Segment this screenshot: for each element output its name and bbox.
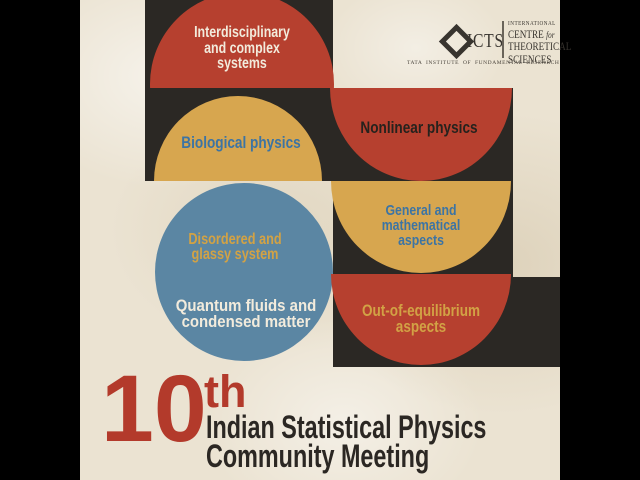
icts-logo: ICTS INTERNATIONAL CENTRE for THEORETICA…: [407, 18, 571, 70]
logo-name-line3: THEORETICAL: [508, 41, 572, 53]
title-edition-number: 10: [101, 356, 207, 462]
logo-name-for: for: [546, 29, 555, 40]
topic-disordered-label: Disordered and glassy system: [161, 231, 309, 263]
topic-line: Nonlinear physics: [360, 118, 478, 137]
topic-line: Out-of-equilibrium: [361, 302, 481, 320]
topic-outofeq-label: Out-of-equilibrium aspects: [347, 302, 495, 336]
title-line1: Indian Statistical Physics: [206, 409, 487, 445]
logo-name-line1: INTERNATIONAL: [508, 20, 556, 27]
poster-panel: Interdisciplinary and complex systems Bi…: [80, 0, 571, 480]
topic-line: Interdisciplinary: [194, 24, 290, 41]
letterbox-right: [560, 0, 640, 480]
topic-line: aspects: [395, 318, 447, 336]
icts-acronym: ICTS: [467, 30, 504, 52]
topic-line: systems: [217, 55, 267, 72]
icts-tagline: TATA INSTITUTE OF FUNDAMENTAL RESEARCH: [407, 60, 560, 66]
logo-divider: [502, 21, 504, 58]
logo-name-line4: SCIENCES: [508, 53, 552, 66]
topic-quantum-label: Quantum fluids and condensed matter: [167, 296, 325, 331]
title-line2: Community Meeting: [206, 438, 430, 474]
topic-line: aspects: [398, 232, 444, 249]
interdisciplinary-red-circle: [150, 0, 334, 90]
topic-line: mathematical: [381, 217, 461, 234]
topic-line: glassy system: [191, 246, 279, 263]
topic-nonlinear-label: Nonlinear physics: [347, 119, 491, 136]
topic-line: Disordered and: [188, 231, 282, 248]
topic-line: General and: [385, 202, 457, 219]
topic-general-label: General and mathematical aspects: [350, 203, 491, 248]
topic-line: Quantum fluids and: [175, 296, 317, 315]
blue-circle: [155, 183, 333, 361]
tile-block-corner-right: [513, 277, 560, 367]
topic-biological-label: Biological physics: [169, 134, 313, 151]
topic-line: and complex: [204, 39, 280, 57]
logo-name-line2: CENTRE for: [508, 28, 555, 41]
topic-interdisciplinary-label: Interdisciplinary and complex systems: [162, 25, 322, 72]
title-edition-ordinal: th: [204, 366, 247, 417]
topic-line: Biological physics: [181, 133, 301, 152]
letterbox-left: [0, 0, 80, 480]
topic-line: condensed matter: [181, 311, 311, 331]
interdisciplinary-shape-clip: [80, 0, 560, 90]
icts-full-name: INTERNATIONAL CENTRE for THEORETICAL SCI…: [508, 20, 572, 66]
